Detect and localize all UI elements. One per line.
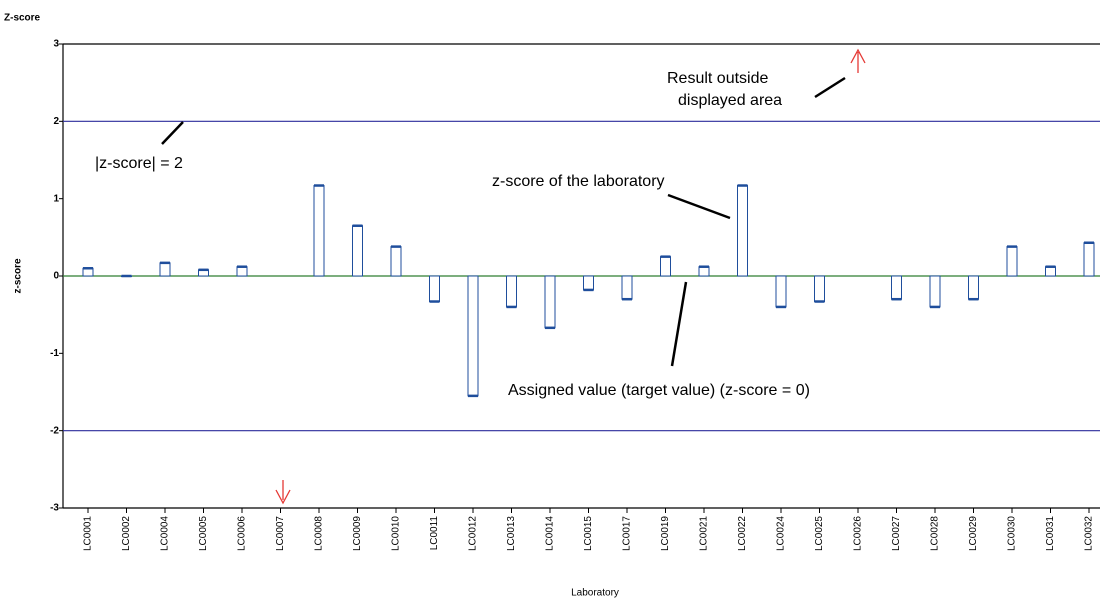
x-tick-label: LC0006 [237,516,248,551]
x-tick-label: LC0032 [1084,516,1095,551]
bar [236,266,248,277]
y-tick-label: 0 [53,271,59,282]
x-tick-label: LC0009 [352,516,363,551]
y-tick-label: -3 [50,503,59,514]
y-tick-label: -2 [50,425,59,436]
x-axis-label: Laboratory [571,588,619,599]
bar [352,225,363,277]
annotation: Assigned value (target value) (z-score =… [508,382,810,399]
x-tick-label: LC0008 [314,516,325,551]
annotation: |z-score| = 2 [95,155,183,172]
x-tick-label: LC0031 [1045,516,1056,551]
bar [467,275,479,397]
y-tick-label: 1 [53,193,59,204]
y-tick-label: 3 [53,39,59,50]
leader-line [161,121,184,145]
bar [621,275,633,300]
bar [698,266,710,277]
arrow-down [275,480,291,505]
bar [390,246,402,277]
x-tick-label: LC0028 [930,516,941,551]
x-tick-label: LC0014 [545,516,556,551]
arrow-up [850,48,866,73]
bar [429,275,440,303]
bar [544,275,556,329]
x-tick-label: LC0011 [429,516,440,551]
y-axis-label: z-score [13,258,24,293]
chart-title: Z-score [4,13,41,24]
x-tick-label: LC0013 [506,516,517,551]
x-tick-label: LC0019 [660,516,671,551]
x-tick-label: LC0012 [468,516,479,551]
bar [660,256,671,277]
bar [737,185,748,277]
bar [929,275,941,308]
leader-line [814,76,846,99]
x-tick-label: LC0030 [1007,516,1018,551]
bar [1083,242,1095,277]
out-of-range-arrows [275,48,866,505]
annotation: z-score of the laboratory [492,173,665,190]
x-tick-label: LC0001 [83,516,94,551]
x-tick-label: LC0022 [737,516,748,551]
bar [891,275,902,300]
x-tick-label: LC0004 [160,516,171,551]
x-tick-label: LC0010 [391,516,402,551]
y-tick-label: -1 [50,348,59,359]
x-tick-label: LC0025 [814,516,825,551]
bar [583,275,594,291]
bar [313,185,325,277]
x-tick-label: LC0015 [583,516,594,551]
bar [775,275,787,308]
bar [506,275,517,308]
x-tick-label: LC0027 [891,516,902,551]
x-tick-label: LC0024 [776,516,787,551]
annotation: displayed area [678,92,782,109]
leader-line [670,281,688,367]
bar [159,262,171,277]
y-tick-label: 2 [53,116,59,127]
leader-line [667,193,731,220]
x-tick-label: LC0007 [275,516,286,551]
plot-area: -3 -2 -1 0 1 2 3 LC0001 LC0002 LC0004 LC0005 LC0006… [50,39,1100,551]
annotation-leaders [161,76,846,367]
bar [1006,246,1018,277]
bar [968,275,979,300]
bar [814,275,825,303]
annotation: Result outside [667,70,768,87]
x-tick-label: LC0005 [198,516,209,551]
x-tick-label: LC0029 [968,516,979,551]
x-tick-label: LC0021 [699,516,710,551]
bar [1045,266,1056,277]
x-tick-label: LC0002 [121,516,132,551]
x-tick-label: LC0026 [853,516,864,551]
x-tick-label: LC0017 [622,516,633,551]
